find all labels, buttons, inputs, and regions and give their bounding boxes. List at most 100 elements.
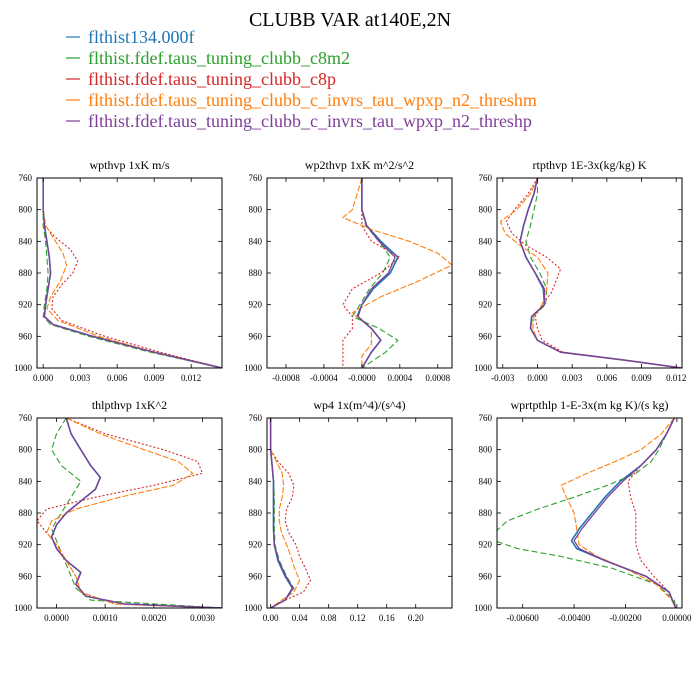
series-group [37,418,222,608]
panel-title: wprtpthlp 1-E-3x(m kg K)/(s kg) [511,398,669,412]
x-tick-label: 0.0020 [141,613,166,623]
series-line-4 [560,418,677,608]
y-tick-label: 800 [479,445,493,455]
panel-title: rtpthvp 1E-3x(kg/kg) K [533,158,647,172]
legend-label: flthist134.000f [88,27,195,47]
panel-3: rtpthvp 1E-3x(kg/kg) K 760 800 840 880 920 960… [474,158,686,383]
x-tick-label: -0.00600 [507,613,540,623]
x-tick-label: 0.0004 [387,373,412,383]
series-line-4 [270,418,301,608]
x-tick-label: 0.009 [144,373,165,383]
y-tick-label: 880 [479,268,493,278]
y-tick-label: 920 [479,300,493,310]
x-tick-label: 0.006 [107,373,128,383]
y-tick-label: 1000 [244,363,263,373]
y-tick-label: 920 [249,300,263,310]
series-line-3 [42,178,222,368]
x-tick-label: -0.00400 [558,613,591,623]
series-line-5 [519,178,682,368]
y-tick-label: 760 [479,413,493,423]
series-line-3 [505,178,682,368]
y-tick-label: 960 [249,571,263,581]
series-line-2 [351,178,399,368]
y-tick-label: 800 [249,205,263,215]
panel-title: wp4 1x(m^4)/(s^4) [313,398,405,412]
x-tick-label: 0.000 [527,373,548,383]
y-tick-label: 1000 [14,363,33,373]
panel-title: wpthvp 1xK m/s [89,158,169,172]
series-line-4 [42,178,222,368]
plot-frame [266,417,453,609]
series-group [42,178,222,368]
series-line-4 [499,178,682,368]
x-tick-label: 0.003 [562,373,583,383]
x-tick-label: 0.12 [350,613,366,623]
y-tick-label: 960 [19,331,33,341]
legend-label: flthist.fdef.taus_tuning_clubb_c8p [88,69,336,89]
x-tick-label: 0.0008 [425,373,450,383]
x-tick-label: -0.0004 [310,373,338,383]
y-tick-label: 1000 [474,363,493,373]
y-tick-label: 760 [19,413,33,423]
y-tick-label: 960 [19,571,33,581]
panel-1: wpthvp 1xK m/s76080084088092096010000.00… [14,158,223,383]
y-tick-label: 760 [479,173,493,183]
x-tick-label: 0.08 [321,613,337,623]
series-line-5 [42,178,222,368]
y-tick-label: 960 [479,571,493,581]
x-tick-label: 0.16 [379,613,395,623]
plot-frame [496,177,683,369]
panel-title: thlpthvp 1xK^2 [92,398,167,412]
y-tick-label: 840 [479,476,493,486]
panel-title: wp2thvp 1xK m^2/s^2 [305,158,414,172]
y-tick-label: 800 [19,205,33,215]
x-tick-label: 0.04 [292,613,308,623]
series-group [497,418,677,608]
plot-frame [496,417,683,609]
plot-frame [36,177,223,369]
series-line-5 [269,418,294,608]
plot-frame [36,417,223,609]
x-tick-label: -0.003 [491,373,515,383]
y-tick-label: 800 [249,445,263,455]
x-tick-label: 0.0010 [93,613,118,623]
x-tick-label: 0.00000 [662,613,692,623]
y-tick-label: 920 [479,540,493,550]
series-line-1 [42,178,222,368]
x-tick-label: 0.20 [408,613,424,623]
y-tick-label: 760 [249,173,263,183]
x-tick-label: 0.0000 [44,613,69,623]
series-line-3 [37,418,222,608]
legend-label: flthist.fdef.taus_tuning_clubb_c8m2 [88,48,350,68]
legend-label: flthist.fdef.taus_tuning_clubb_c_invrs_t… [88,90,537,110]
y-tick-label: 840 [19,236,33,246]
y-tick-label: 840 [479,236,493,246]
y-tick-label: 880 [19,508,33,518]
x-tick-label: 0.009 [631,373,652,383]
y-tick-label: 840 [249,236,263,246]
figure-title: CLUBB VAR at140E,2N [249,9,451,31]
x-tick-label: 0.00 [263,613,279,623]
series-group [269,418,312,608]
y-tick-label: 920 [249,540,263,550]
y-tick-label: 880 [19,268,33,278]
y-tick-label: 800 [479,205,493,215]
series-line-5 [573,418,677,608]
series-line-2 [42,178,222,368]
y-tick-label: 1000 [474,603,493,613]
series-line-2 [497,418,677,608]
series-line-2 [525,178,682,368]
y-tick-label: 880 [249,268,263,278]
series-line-3 [342,178,401,368]
series-line-4 [46,418,222,608]
legend-label: flthist.fdef.taus_tuning_clubb_c_invrs_t… [88,111,532,131]
x-tick-label: 0.0030 [190,613,215,623]
series-line-5 [357,178,396,368]
series-line-4 [342,178,452,368]
series-group [499,178,682,368]
plot-frame [266,177,453,369]
y-tick-label: 760 [19,173,33,183]
y-tick-label: 840 [19,476,33,486]
series-group [342,178,452,368]
